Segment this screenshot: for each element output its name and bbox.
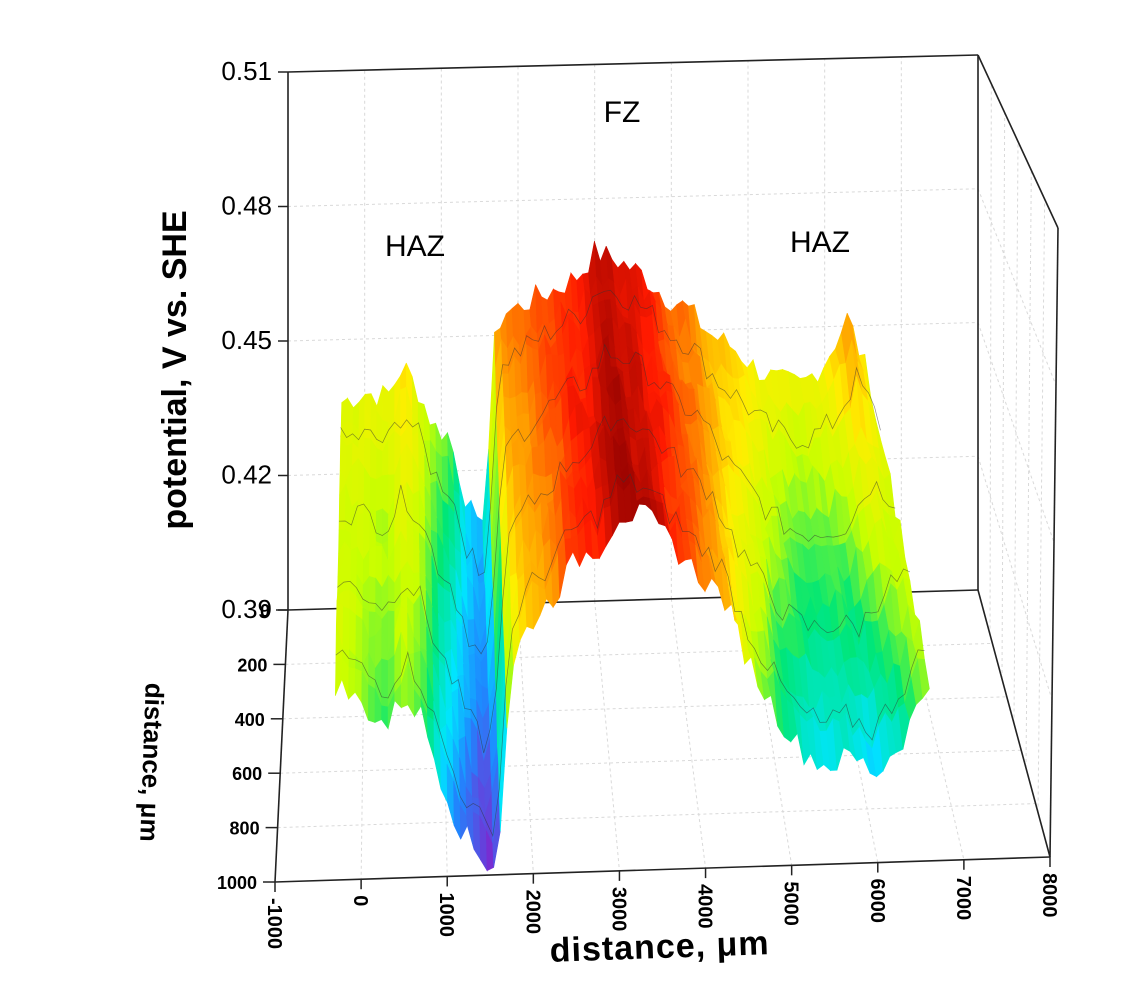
side-wall-gridline [989,83,992,635]
axis-edge [1049,227,1059,858]
surface-facet [376,447,383,481]
surface-facet [427,715,435,760]
surface-facet [423,404,431,442]
y-axis-ticks: 0 200 400 600 800 1000 [217,601,288,893]
side-wall-gridline [977,322,1055,543]
contour-line [335,473,925,838]
z-axis-title: potential, V vs. SHE [156,210,194,529]
surface-facet [346,397,354,425]
z-tick-label: 0.45 [221,325,272,355]
annotation-haz-right: HAZ [790,226,850,259]
z-tick-label: 0.42 [221,460,272,490]
surface-facet [472,811,481,861]
surface-facet [453,451,461,496]
surface-facet [381,705,389,730]
surface-facet [369,476,377,512]
x-tick-label: 5000 [780,881,802,926]
surface-facet [342,606,351,651]
surface-facet [357,457,365,509]
annotation-fz: FZ [604,96,641,129]
back-wall-gridline [287,188,979,207]
axis-edge [274,609,289,883]
surface-facet [444,619,452,655]
annotation-haz-left: HAZ [385,230,445,263]
side-wall-gridline [1001,112,1006,680]
x-tick-label: 1000 [435,892,457,937]
x-tick-label: 3000 [607,887,629,932]
surface-facet [917,658,930,699]
surface-facet [335,658,343,696]
surface-facet [351,457,359,509]
surface-facet [375,508,383,545]
y-tick-label: 1000 [217,873,257,893]
z-tick-label: 0.39 [221,594,272,624]
x-tick-label: 0 [349,895,371,906]
x-tick-label: 7000 [952,876,974,921]
y-tick-label: 400 [235,710,265,730]
surface-facet [400,386,407,438]
back-wall-gridline [287,322,979,342]
x-tick-label: 2000 [521,890,543,935]
surface-facet [388,430,395,476]
axis-edge [274,856,1051,883]
surface-facet [369,545,377,579]
surface-facet [443,588,452,624]
x-tick-label: 6000 [866,879,888,924]
surface-facet [466,811,475,850]
side-wall-gridline [977,456,1053,700]
axis-edge [977,589,1051,858]
x-tick-label: 8000 [1038,873,1060,918]
surface-facet [368,575,377,613]
surface-facet [388,383,395,424]
y-axis-title: distance, μm [134,682,170,842]
side-wall-gridline [1025,170,1032,769]
surface-facet [381,658,389,708]
surface [335,241,930,872]
y-tick-label: 200 [237,655,267,675]
floor-gridline [277,803,1036,829]
floor-gridline [282,696,1007,720]
x-tick-label: -1000 [263,898,285,949]
contour-line [340,289,881,577]
surface-facet [382,474,389,516]
floor-gridline [517,603,534,874]
x-tick-label: 4000 [694,884,716,929]
y-tick-label: 600 [232,764,262,784]
floor-gridline [670,598,707,869]
floor-gridline [594,601,620,871]
contour-line [337,415,911,754]
z-axis-ticks: 0.51 0.48 0.45 0.42 0.39 [221,56,288,624]
z-tick-label: 0.48 [221,191,272,221]
surface-facet [375,475,383,512]
side-wall-gridline [1013,141,1019,724]
surface-facet [348,667,356,700]
x-axis-title: distance, μm [549,924,770,970]
axis-edge [287,54,979,73]
surface-facet [368,611,376,639]
surface-facet [354,668,363,704]
surface-facet [441,431,449,458]
contour-line [338,343,896,655]
surface-facet [348,608,357,658]
surface-facet [442,499,450,540]
y-tick-label: 800 [230,819,260,839]
surface-facet [381,508,389,545]
x-axis-ticks: -1000 0 1000 2000 3000 4000 5000 6000 7000 8000 [263,857,1060,949]
floor-gridline [900,592,965,860]
surface-facet [412,490,420,535]
contour-lines [335,289,925,838]
surface-facet [441,455,449,507]
surface-facet [467,618,476,656]
surface-facet [342,589,351,610]
y-tick-label: 0 [260,601,270,621]
surface-facet [382,384,390,424]
floor-gridline [280,749,1022,774]
surface-facet [400,362,407,391]
surface-facet [367,684,376,723]
side-wall-gridline [977,188,1057,386]
axis-edge [977,54,1059,229]
z-tick-label: 0.51 [221,56,272,86]
